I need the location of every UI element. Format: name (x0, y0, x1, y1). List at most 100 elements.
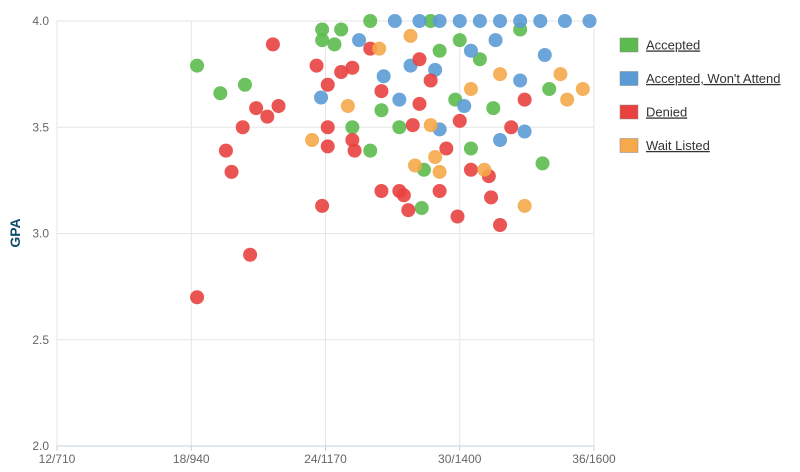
point (271, 99, 286, 113)
point (249, 101, 264, 116)
point (493, 218, 508, 232)
point (305, 133, 320, 147)
point (235, 120, 250, 135)
point (408, 158, 422, 173)
point (315, 22, 330, 37)
point (533, 14, 548, 28)
point (320, 139, 335, 154)
point (428, 62, 443, 77)
y-tick-label: 4.0 (32, 14, 49, 28)
point (374, 84, 389, 99)
point (340, 99, 355, 113)
x-tick-label: 30/1400 (438, 452, 482, 466)
point (432, 43, 447, 58)
legend-swatch[interactable] (619, 37, 639, 53)
point (513, 73, 528, 88)
point (213, 86, 228, 101)
y-tick-label: 3.0 (32, 227, 49, 241)
point (517, 124, 532, 139)
point (218, 143, 233, 158)
point (477, 162, 492, 177)
point (575, 82, 590, 96)
point (414, 201, 429, 215)
point (387, 14, 402, 28)
point (334, 65, 349, 79)
y-tick-label: 2.0 (32, 439, 49, 453)
point (463, 43, 478, 58)
point (345, 60, 360, 75)
y-axis-label: GPA (7, 218, 23, 247)
point (405, 118, 420, 133)
point (352, 33, 367, 48)
x-tick-label: 12/710 (39, 452, 76, 466)
legend-label[interactable]: Accepted, Won't Attend (646, 71, 781, 86)
point (472, 52, 487, 67)
point (463, 82, 478, 96)
point (513, 14, 528, 28)
point (472, 14, 487, 28)
point (315, 198, 330, 213)
point (334, 22, 349, 37)
point (401, 203, 416, 218)
y-tick-label: 2.5 (32, 333, 49, 347)
point (457, 99, 472, 113)
point (557, 14, 572, 28)
x-tick-label: 18/940 (173, 452, 210, 466)
point (392, 120, 407, 135)
point (345, 120, 360, 135)
point (493, 133, 508, 147)
point (309, 58, 324, 73)
point (553, 67, 568, 82)
point (542, 82, 557, 96)
point (463, 141, 478, 156)
point (450, 209, 465, 224)
point (396, 188, 411, 203)
point (315, 33, 330, 48)
point (392, 92, 407, 107)
point (265, 37, 280, 52)
point (582, 14, 597, 28)
point (190, 58, 205, 73)
point (537, 48, 552, 62)
point (372, 41, 387, 56)
point (320, 120, 335, 135)
point (517, 92, 532, 107)
point (376, 69, 391, 84)
point (363, 14, 378, 28)
point (327, 37, 342, 52)
legend-swatch[interactable] (619, 71, 639, 86)
point (374, 103, 389, 118)
point (493, 67, 508, 82)
point (423, 118, 438, 133)
y-tick-label: 3.5 (32, 120, 49, 134)
legend-label[interactable]: Accepted (646, 37, 700, 52)
point (428, 150, 443, 164)
point (488, 33, 503, 48)
point (560, 92, 575, 107)
legend-label[interactable]: Wait Listed (646, 138, 710, 153)
point (423, 73, 438, 88)
point (260, 109, 275, 124)
point (412, 96, 427, 111)
legend-swatch[interactable] (619, 104, 639, 120)
point (452, 33, 467, 48)
point (432, 14, 447, 28)
point (452, 14, 467, 28)
point (463, 162, 478, 177)
point (347, 143, 362, 158)
point (439, 141, 454, 156)
x-tick-label: 24/1170 (304, 452, 347, 466)
point (493, 14, 508, 28)
point (432, 164, 447, 179)
point (535, 156, 550, 171)
legend-label[interactable]: Denied (646, 104, 687, 119)
legend-swatch[interactable] (619, 138, 639, 153)
point (363, 143, 378, 158)
point (345, 133, 360, 147)
point (517, 198, 532, 213)
point (452, 113, 467, 128)
point (432, 184, 447, 198)
point (243, 247, 258, 262)
point (314, 90, 329, 105)
